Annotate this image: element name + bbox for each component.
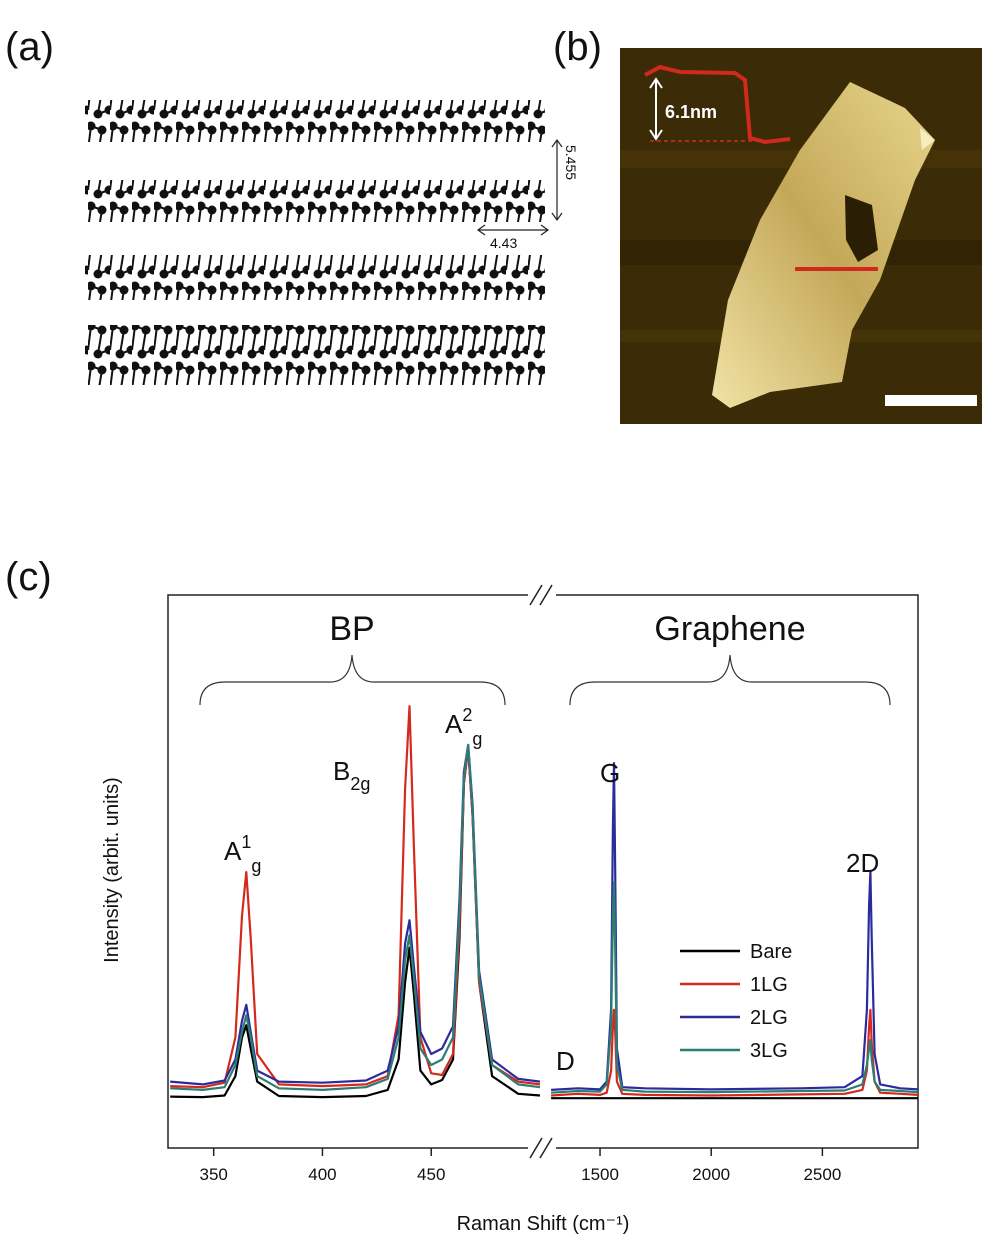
peak-label-sub: g: [472, 729, 482, 749]
group-brace: [200, 655, 890, 705]
legend-label: 3LG: [750, 1040, 788, 1062]
dimension-label: 4.43: [490, 235, 517, 251]
peak-label-text: A: [224, 836, 242, 866]
crystal-structure: [85, 100, 545, 385]
x-tick-label: 2500: [803, 1165, 841, 1184]
x-tick-label: 400: [308, 1165, 336, 1184]
spectrum-line: [170, 745, 540, 1085]
peak-label-sub: 2g: [350, 774, 370, 794]
spectrum-line: [170, 745, 540, 1090]
peak-label: D: [556, 1046, 575, 1076]
panel-label: (b): [553, 25, 602, 69]
x-tick-label: 350: [199, 1165, 227, 1184]
dimension-label: 5.455: [563, 145, 579, 180]
peak-label-text: 2D: [846, 848, 879, 878]
peak-label: G: [600, 758, 620, 788]
group-title: Graphene: [654, 610, 805, 648]
x-tick-label: 1500: [581, 1165, 619, 1184]
peak-label: 2D: [846, 848, 879, 878]
peak-label-sup: 2: [462, 705, 472, 725]
panel-label: (c): [5, 555, 52, 599]
figure: (a) (b) (c) 5.455 4.43 6.1nm: [0, 0, 982, 1238]
peak-label-sup: 1: [241, 832, 251, 852]
spectrum-line: [551, 763, 918, 1090]
peak-label-text: A: [445, 709, 463, 739]
peak-label: A1g: [224, 832, 261, 876]
legend-label: 2LG: [750, 1007, 788, 1029]
legend-label: Bare: [750, 941, 792, 963]
peak-label: B2g: [333, 756, 370, 794]
x-tick-label: 450: [417, 1165, 445, 1184]
page: {"panels": { "a": {"label": "(a)", "dim_…: [0, 0, 982, 1238]
y-axis-label: Intensity (arbit. units): [101, 777, 123, 963]
x-axis-label: Raman Shift (cm⁻¹): [457, 1213, 630, 1235]
x-tick-label: 2000: [692, 1165, 730, 1184]
spectrum-line: [170, 748, 540, 1097]
legend-label: 1LG: [750, 974, 788, 996]
peak-label-text: G: [600, 758, 620, 788]
step-height-label: 6.1nm: [665, 102, 717, 122]
axis-frame: [168, 585, 918, 1158]
peak-label-text: D: [556, 1046, 575, 1076]
peak-label: A2g: [445, 705, 482, 749]
peak-label-sub: g: [251, 856, 261, 876]
spectrum-line: [170, 706, 540, 1087]
panel-label: (a): [5, 25, 54, 69]
peak-label-text: B: [333, 756, 350, 786]
group-title: BP: [329, 610, 374, 648]
